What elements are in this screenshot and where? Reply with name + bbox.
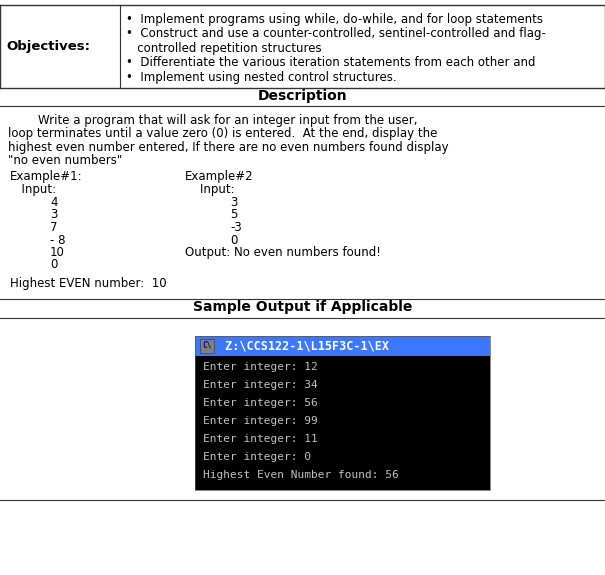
- Bar: [200, 339, 214, 353]
- Text: 5: 5: [230, 209, 237, 221]
- Text: •  Differentiate the various iteration statements from each other and: • Differentiate the various iteration st…: [126, 56, 535, 70]
- Text: Output: No even numbers found!: Output: No even numbers found!: [185, 246, 381, 259]
- Text: 4: 4: [50, 196, 57, 209]
- Text: Enter integer: 11: Enter integer: 11: [203, 434, 318, 444]
- Text: loop terminates until a value zero (0) is entered.  At the end, display the: loop terminates until a value zero (0) i…: [8, 128, 437, 140]
- Text: - 8: - 8: [50, 233, 65, 247]
- Bar: [195, 336, 490, 490]
- Text: Enter integer: 12: Enter integer: 12: [203, 362, 318, 372]
- Text: Enter integer: 99: Enter integer: 99: [203, 416, 318, 426]
- Text: •  Implement programs using while, do-while, and for loop statements: • Implement programs using while, do-whi…: [126, 13, 543, 26]
- Text: Example#2: Example#2: [185, 170, 253, 183]
- Text: 10: 10: [50, 246, 65, 259]
- Text: •  Implement using nested control structures.: • Implement using nested control structu…: [126, 71, 397, 84]
- Text: controlled repetition structures: controlled repetition structures: [126, 42, 322, 55]
- Text: Enter integer: 34: Enter integer: 34: [203, 380, 318, 390]
- Text: 3: 3: [50, 209, 57, 221]
- Text: •  Construct and use a counter-controlled, sentinel-controlled and flag-: • Construct and use a counter-controlled…: [126, 28, 546, 40]
- Text: Write a program that will ask for an integer input from the user,: Write a program that will ask for an int…: [8, 114, 417, 127]
- Text: highest even number entered, If there are no even numbers found display: highest even number entered, If there ar…: [8, 141, 449, 154]
- Text: Sample Output if Applicable: Sample Output if Applicable: [194, 300, 413, 314]
- Text: Input:: Input:: [14, 183, 56, 196]
- Bar: [195, 356, 490, 490]
- Text: 0: 0: [50, 259, 57, 271]
- Bar: [195, 336, 490, 356]
- Text: Enter integer: 0: Enter integer: 0: [203, 452, 311, 462]
- Text: "no even numbers": "no even numbers": [8, 155, 122, 167]
- Text: Highest Even Number found: 56: Highest Even Number found: 56: [203, 470, 399, 480]
- Text: Input:: Input:: [185, 183, 235, 196]
- Text: -3: -3: [230, 221, 242, 234]
- Text: 0: 0: [230, 233, 237, 247]
- Text: Objectives:: Objectives:: [6, 40, 90, 53]
- Text: 7: 7: [50, 221, 57, 234]
- Text: Z:\CCS122-1\L15F3C-1\EX: Z:\CCS122-1\L15F3C-1\EX: [218, 339, 389, 352]
- Text: Highest EVEN number:  10: Highest EVEN number: 10: [10, 277, 166, 290]
- Text: 3: 3: [230, 196, 237, 209]
- Text: Example#1:: Example#1:: [10, 170, 83, 183]
- Text: Enter integer: 56: Enter integer: 56: [203, 398, 318, 408]
- Text: Description: Description: [258, 89, 348, 103]
- Text: C\: C\: [203, 341, 212, 350]
